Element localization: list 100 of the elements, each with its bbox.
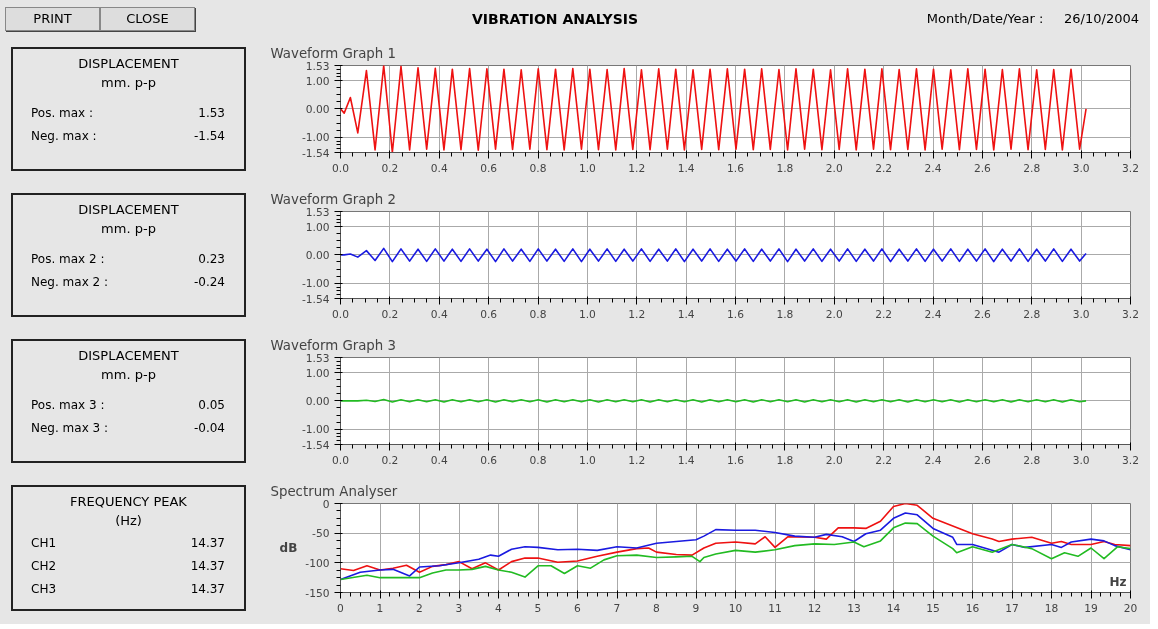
y-tick-label: 1.00 <box>305 366 330 380</box>
text: Neg. max : <box>31 128 98 146</box>
y-tick-label: -1.00 <box>301 131 330 145</box>
text: 14.37 <box>189 558 226 576</box>
x-tick-label: 2 <box>416 601 423 615</box>
text: CH3 <box>31 581 58 599</box>
x-tick-label: 2.4 <box>924 161 942 175</box>
text: Neg. max 2 : <box>31 274 110 292</box>
chart-title: Waveform Graph 2 <box>270 191 396 207</box>
x-tick-label: 1.8 <box>776 307 794 321</box>
x-tick-label: 17 <box>1005 601 1019 615</box>
x-tick-label: 0.8 <box>529 453 547 467</box>
text: -0.24 <box>192 274 226 292</box>
x-tick-label: 3.0 <box>1072 161 1090 175</box>
x-tick-label: 18 <box>1044 601 1059 615</box>
text: 0.05 <box>197 397 226 415</box>
x-tick-label: 2.2 <box>875 453 893 467</box>
x-tick-label: 0.2 <box>381 307 399 321</box>
x-tick-label: 1.0 <box>578 453 597 467</box>
x-tick-label: 0.0 <box>332 453 350 467</box>
line-series <box>340 65 1087 153</box>
x-tick-label: 0 <box>337 601 345 615</box>
text: DISPLACEMENT <box>78 348 179 363</box>
y-tick-label: 0.00 <box>305 102 330 116</box>
text: mm. p-p <box>101 366 156 382</box>
x-tick-label: 6 <box>574 601 582 615</box>
x-tick-label: 1.8 <box>776 453 794 467</box>
text: CH1 <box>31 535 58 553</box>
x-tick-label: 20 <box>1123 601 1138 615</box>
y-tick-label: 1.53 <box>305 351 330 365</box>
y-tick-label: -1.54 <box>301 438 330 452</box>
text: PRINT <box>5 6 100 32</box>
text: Pos. max 3 : <box>31 397 106 415</box>
x-tick-label: 0.8 <box>529 161 547 175</box>
x-tick-label: 1.2 <box>628 307 646 321</box>
x-tick-label: 19 <box>1084 601 1098 615</box>
text: 0.23 <box>197 251 226 269</box>
x-tick-label: 0.4 <box>430 453 448 467</box>
x-tick-label: 8 <box>653 601 661 615</box>
x-tick-label: 2.0 <box>825 161 843 175</box>
y-tick-label: -150 <box>305 586 330 600</box>
text: Pos. max : <box>31 105 95 123</box>
x-tick-label: 14 <box>886 601 901 615</box>
text: Pos. max 2 : <box>31 251 106 269</box>
x-tick-label: 2.6 <box>973 307 992 321</box>
x-tick-label: 11 <box>768 601 782 615</box>
x-tick-label: 4 <box>495 601 503 615</box>
y-tick-label: -100 <box>305 556 330 570</box>
text: mm. p-p <box>101 74 156 90</box>
y-tick-label: -1.00 <box>301 277 330 291</box>
x-tick-label: 0.2 <box>381 161 399 175</box>
x-tick-label: 1 <box>376 601 384 615</box>
x-tick-label: 1.4 <box>677 161 695 175</box>
x-tick-label: 2.2 <box>875 307 893 321</box>
x-tick-label: 1.8 <box>776 161 794 175</box>
y-tick-label: -1.00 <box>301 423 330 437</box>
text: VIBRATION ANALYSIS <box>470 10 640 29</box>
x-tick-label: 13 <box>847 601 861 615</box>
x-tick-label: 2.6 <box>973 161 992 175</box>
y-axis-title: dB <box>279 541 298 555</box>
x-tick-label: 16 <box>965 601 980 615</box>
x-tick-label: 1.4 <box>677 453 695 467</box>
x-tick-label: 0.8 <box>529 307 547 321</box>
text: 14.37 <box>189 581 226 599</box>
text: FREQUENCY PEAK <box>70 494 187 509</box>
text: 1.53 <box>197 105 226 123</box>
text: (Hz) <box>115 512 142 528</box>
x-tick-label: 0.4 <box>430 161 448 175</box>
y-tick-label: -1.54 <box>301 146 330 160</box>
y-tick-label: 1.53 <box>305 205 330 219</box>
x-tick-label: 2.4 <box>924 307 942 321</box>
line-series <box>340 503 1131 574</box>
x-tick-label: 3.2 <box>1122 307 1139 321</box>
y-tick-label: 0.00 <box>305 248 330 262</box>
x-tick-label: 2.8 <box>1023 161 1041 175</box>
text: Neg. max 3 : <box>31 420 110 438</box>
x-tick-label: 3 <box>455 601 463 615</box>
x-tick-label: 3.2 <box>1122 161 1139 175</box>
x-tick-label: 12 <box>807 601 822 615</box>
text: CH2 <box>31 558 58 576</box>
text: 14.37 <box>189 535 226 553</box>
y-tick-label: 1.53 <box>305 59 330 73</box>
x-tick-label: 2.8 <box>1023 307 1041 321</box>
x-tick-label: 1.2 <box>628 453 646 467</box>
x-tick-label: 0.0 <box>332 307 350 321</box>
chart-title: Waveform Graph 1 <box>270 45 396 61</box>
x-tick-label: 1.6 <box>727 161 745 175</box>
text: -0.04 <box>192 420 226 438</box>
y-tick-label: 0 <box>322 497 330 511</box>
y-tick-label: 0.00 <box>305 394 330 408</box>
x-tick-label: 3.2 <box>1122 453 1139 467</box>
x-tick-label: 1.0 <box>578 161 597 175</box>
x-tick-label: 2.8 <box>1023 453 1041 467</box>
y-tick-label: -1.54 <box>301 292 330 306</box>
text: DISPLACEMENT <box>78 202 179 217</box>
x-tick-label: 1.2 <box>628 161 646 175</box>
x-tick-label: 1.6 <box>727 307 745 321</box>
x-tick-label: 10 <box>728 601 743 615</box>
x-tick-label: 0.6 <box>480 453 498 467</box>
y-tick-label: 1.00 <box>305 220 330 234</box>
